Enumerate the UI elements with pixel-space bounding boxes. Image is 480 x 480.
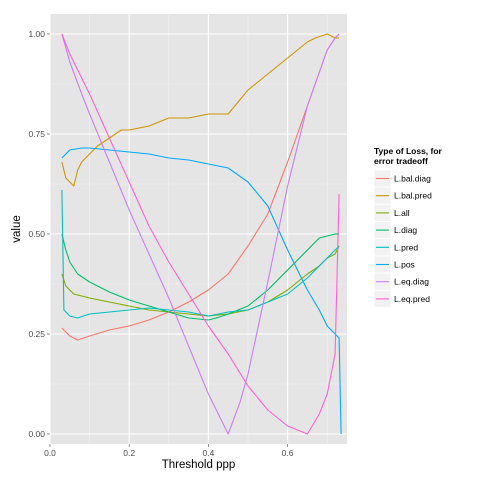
x-axis-title: Threshold ppp xyxy=(162,459,236,471)
plot-panel xyxy=(50,14,347,444)
legend-item: L.pred xyxy=(374,239,418,256)
y-tick-label: 0.00 xyxy=(28,429,45,439)
legend-label: L.diag xyxy=(394,225,417,235)
legend: Type of Loss, for error tradeoff L.bal.d… xyxy=(374,146,443,307)
x-axis: 0.0 0.2 0.4 0.6 xyxy=(44,444,294,458)
x-tick-label: 0.4 xyxy=(202,448,214,458)
legend-label: L.eq.pred xyxy=(394,294,430,304)
legend-label: L.pred xyxy=(394,242,418,252)
legend-item: L.all xyxy=(374,204,410,221)
legend-label: L.eq.diag xyxy=(394,277,429,287)
legend-label: L.all xyxy=(394,208,410,218)
legend-label: L.pos xyxy=(394,260,415,270)
x-tick-label: 0.2 xyxy=(123,448,135,458)
legend-item: L.bal.pred xyxy=(374,187,432,204)
legend-item: L.eq.diag xyxy=(374,273,429,290)
legend-title-line-1: Type of Loss, for xyxy=(374,146,443,156)
legend-item: L.eq.pred xyxy=(374,290,430,307)
x-tick-label: 0.6 xyxy=(282,448,294,458)
legend-item: L.diag xyxy=(374,222,417,239)
legend-item: L.pos xyxy=(374,256,415,273)
y-tick-label: 0.25 xyxy=(28,329,45,339)
y-axis: 0.00 0.25 0.50 0.75 1.00 xyxy=(28,29,50,439)
x-tick-label: 0.0 xyxy=(44,448,56,458)
y-tick-label: 1.00 xyxy=(28,29,45,39)
legend-label: L.bal.diag xyxy=(394,174,431,184)
legend-label: L.bal.pred xyxy=(394,191,432,201)
y-axis-title: value xyxy=(11,215,23,243)
y-tick-label: 0.75 xyxy=(28,129,45,139)
legend-title-line-2: error tradeoff xyxy=(374,156,428,166)
legend-item: L.bal.diag xyxy=(374,170,431,187)
y-tick-label: 0.50 xyxy=(28,229,45,239)
